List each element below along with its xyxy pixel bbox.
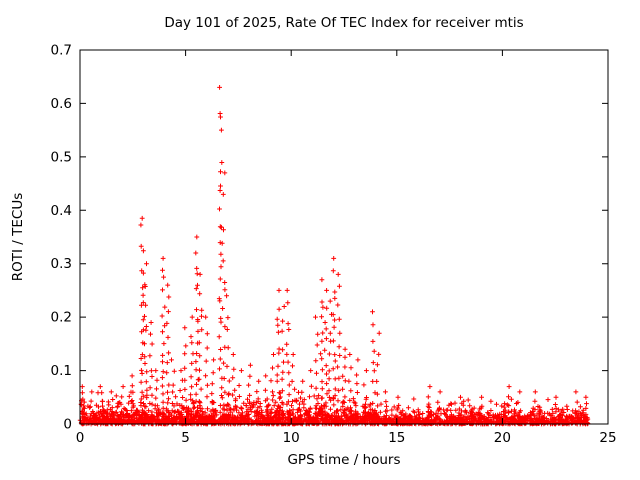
y-tick-label: 0.3 (51, 256, 72, 272)
y-tick-label: 0.5 (51, 149, 72, 165)
y-tick-label: 0.1 (51, 363, 72, 379)
axis-ticks: 0 5 10 15 20 25 0 0.1 0.2 0.3 0.4 0.5 0.6 0.7 (51, 43, 617, 447)
y-tick-label: 0 (63, 417, 72, 433)
y-axis-label: ROTI / TECUs (10, 193, 26, 281)
x-tick-label: 25 (599, 430, 616, 446)
x-axis-label: GPS time / hours (287, 452, 400, 468)
x-tick-label: 10 (283, 430, 300, 446)
x-tick-label: 15 (388, 430, 405, 446)
y-tick-label: 0.6 (51, 96, 72, 112)
plot-border (79, 49, 609, 425)
y-tick-label: 0.7 (51, 43, 72, 59)
x-tick-label: 20 (494, 430, 511, 446)
y-tick-label: 0.2 (51, 310, 72, 326)
tick-marks (79, 49, 609, 425)
y-tick-label: 0.4 (51, 203, 72, 219)
x-tick-label: 5 (181, 430, 190, 446)
chart-title: Day 101 of 2025, Rate Of TEC Index for r… (164, 15, 523, 31)
x-tick-label: 0 (76, 430, 85, 446)
